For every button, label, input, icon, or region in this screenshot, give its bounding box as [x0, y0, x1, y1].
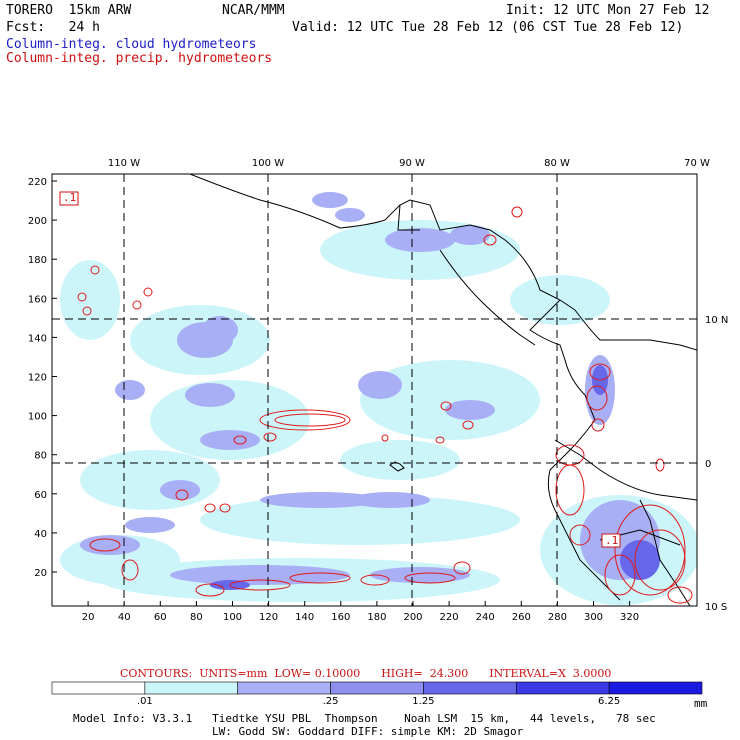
left-axis-label: 40	[34, 529, 47, 540]
colorbar-swatch	[330, 681, 424, 695]
left-axis-label: 140	[28, 333, 47, 344]
top-axis-label: 100 W	[252, 158, 284, 169]
left-axis-label: 200	[28, 216, 47, 227]
colorbar-swatch	[144, 681, 239, 695]
colorbar-label: .25	[323, 696, 339, 707]
colorbar-label: 6.25	[598, 696, 620, 707]
precip-contours	[77, 206, 693, 604]
low-marker-label: .1	[63, 191, 77, 204]
right-axis-label: 0	[705, 459, 711, 470]
bottom-axis-label: 280	[548, 612, 567, 623]
cloud-field-label: Column-integ. cloud hydrometeors	[6, 37, 257, 52]
colorbar-unit: mm	[694, 697, 708, 710]
bottom-axis-label: 240	[476, 612, 495, 623]
lat-lon-grid	[52, 174, 697, 606]
bottom-axis-label: 220	[440, 612, 459, 623]
bottom-axis-label: 320	[620, 612, 639, 623]
left-axis-label: 80	[34, 451, 47, 462]
contour-info: CONTOURS: UNITS=mm LOW= 0.10000 HIGH= 24…	[120, 667, 612, 680]
low-marker-box	[59, 191, 79, 206]
axis-tick-labels: 110 W 100 W 90 W 80 W 70 W 10 N 0 10 S 20 40 60 80 1…	[28, 158, 728, 623]
low-marker-label-2: .1	[605, 534, 619, 547]
footer-model-info: Model Info: V3.3.1 Tiedtke YSU PBL Thomp…	[73, 712, 656, 725]
top-axis-label: 70 W	[684, 158, 710, 169]
bottom-axis-label: 200	[403, 612, 422, 623]
top-axis-label: 80 W	[544, 158, 570, 169]
bottom-axis-label: 80	[190, 612, 203, 623]
bottom-axis-label: 120	[259, 612, 278, 623]
right-axis-label: 10 S	[705, 602, 727, 613]
colorbar-swatch	[51, 681, 146, 695]
bottom-axis-label: 160	[331, 612, 350, 623]
left-axis-label: 160	[28, 294, 47, 305]
left-axis-label: 220	[28, 177, 47, 188]
colorbar-swatch	[237, 681, 331, 695]
valid-time: Valid: 12 UTC Tue 28 Feb 12 (06 CST Tue …	[292, 20, 684, 35]
forecast-hour: Fcst: 24 h	[6, 20, 100, 35]
init-time: Init: 12 UTC Mon 27 Feb 12	[506, 3, 710, 18]
colorbar-swatch	[608, 681, 703, 695]
bottom-axis-label: 40	[118, 612, 131, 623]
model-title: TORERO 15km ARW	[6, 3, 132, 18]
left-axis-label: 100	[28, 412, 47, 423]
bottom-axis-label: 60	[154, 612, 167, 623]
left-axis-label: 60	[34, 490, 47, 501]
left-axis-label: 180	[28, 255, 47, 266]
bottom-axis-label: 20	[82, 612, 95, 623]
org-label: NCAR/MMM	[222, 3, 285, 18]
shaded-cloud-field	[60, 192, 697, 605]
bottom-axis-label: 140	[295, 612, 314, 623]
left-axis-label: 120	[28, 373, 47, 384]
colorbar-label: .01	[137, 696, 153, 707]
top-axis-label: 110 W	[108, 158, 140, 169]
left-axis-label: 20	[34, 568, 47, 579]
colorbar-swatch	[423, 681, 517, 695]
footer-physics-info: LW: Godd SW: Goddard DIFF: simple KM: 2D…	[212, 725, 524, 738]
right-axis-label: 10 N	[705, 315, 728, 326]
low-marker-box-2	[601, 533, 621, 548]
axis-ticks	[52, 180, 631, 606]
top-axis-label: 90 W	[399, 158, 425, 169]
colorbar-swatch	[515, 681, 610, 695]
colorbar-label: 1.25	[412, 696, 434, 707]
bottom-axis-label: 300	[584, 612, 603, 623]
bottom-axis-label: 100	[223, 612, 242, 623]
precip-field-label: Column-integ. precip. hydrometeors	[6, 51, 273, 66]
bottom-axis-label: 260	[512, 612, 531, 623]
map-frame	[51, 173, 698, 607]
bottom-axis-label: 180	[367, 612, 386, 623]
